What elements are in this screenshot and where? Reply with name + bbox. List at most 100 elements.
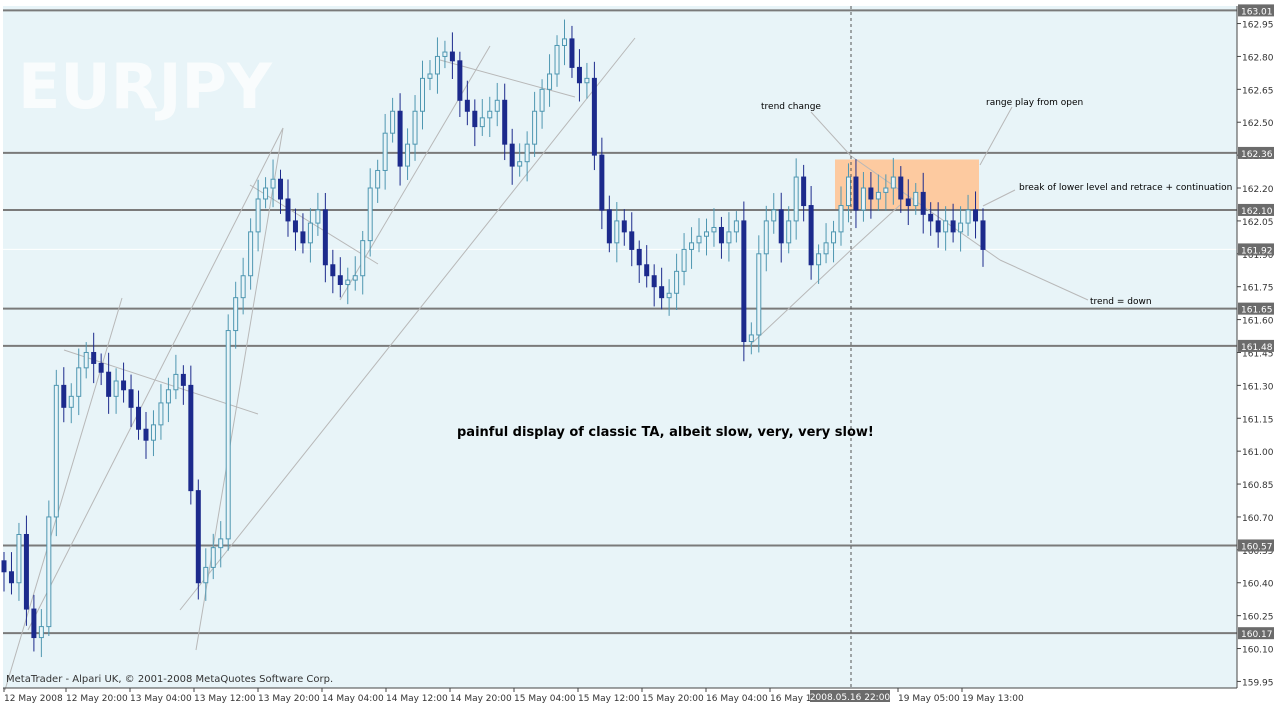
annotation-trend-down: trend = down <box>1090 297 1152 307</box>
candle-body-76 <box>569 38 575 68</box>
candle-body-72 <box>539 88 545 112</box>
candle-body-53 <box>397 110 403 167</box>
y-tick-label-3: 162.50 <box>1242 119 1274 129</box>
candle-body-124 <box>928 213 934 222</box>
trend-line-5 <box>63 349 259 415</box>
candle-body-37 <box>278 178 284 200</box>
level-label-box-1 <box>1238 146 1274 159</box>
candle-body-59 <box>442 51 448 57</box>
candle-body-129 <box>965 209 971 224</box>
y-tick-label-7: 161.90 <box>1242 251 1274 261</box>
candle-body-13 <box>98 362 104 373</box>
y-tick-label-10: 161.45 <box>1242 349 1274 359</box>
y-tick-label-5: 162.20 <box>1242 185 1274 195</box>
candle-body-25 <box>188 384 194 492</box>
candle-body-113 <box>845 176 851 207</box>
candle-body-51 <box>382 132 388 171</box>
candle-body-65 <box>487 110 493 119</box>
candle-body-28 <box>210 547 216 568</box>
candle-body-114 <box>853 176 859 211</box>
x-tick-label-0: 12 May 2008 <box>4 694 63 704</box>
trend-line-8 <box>810 111 852 157</box>
candle-body-75 <box>561 38 567 46</box>
candle-body-3 <box>23 533 29 610</box>
candle-body-110 <box>823 242 829 255</box>
candle-body-50 <box>375 169 381 189</box>
x-tick-label-7: 14 May 20:00 <box>450 694 512 704</box>
candle-body-8 <box>61 384 67 408</box>
candle-body-9 <box>68 395 74 408</box>
candle-body-98 <box>733 220 739 233</box>
annotation-break-lower-level: break of lower level and retrace + conti… <box>1019 183 1232 193</box>
y-tick-label-13: 161.00 <box>1242 448 1274 458</box>
trend-lines <box>4 37 1089 691</box>
level-label-box-6 <box>1238 539 1274 552</box>
candle-body-64 <box>479 117 485 128</box>
candle-body-107 <box>801 176 807 207</box>
candle-body-91 <box>681 248 687 272</box>
candle-body-5 <box>38 626 44 639</box>
candle-body-108 <box>808 205 814 266</box>
candle-body-61 <box>457 60 463 101</box>
candles <box>1 19 986 658</box>
candle-body-99 <box>741 220 747 343</box>
candle-body-84 <box>629 231 635 250</box>
candle-body-32 <box>240 275 246 299</box>
y-tick-label-19: 160.10 <box>1242 646 1274 656</box>
candle-body-2 <box>16 533 22 584</box>
level-label-1: 162.36 <box>1241 150 1273 160</box>
candle-body-44 <box>330 264 336 277</box>
y-tick-label-16: 160.55 <box>1242 547 1274 557</box>
symbol-watermark: EURJPY <box>18 50 273 123</box>
time-axis: 12 May 2008 12 May 20:00 13 May 04:00 13 Ma… <box>3 688 1024 704</box>
copyright-text: MetaTrader - Alpari UK, © 2001-2008 Meta… <box>6 674 333 685</box>
x-tick-label-4: 13 May 20:00 <box>258 694 320 704</box>
candle-body-17 <box>128 389 134 408</box>
candle-body-30 <box>225 330 231 540</box>
candle-body-6 <box>46 516 52 628</box>
candle-body-71 <box>532 110 538 145</box>
candle-body-69 <box>517 161 523 167</box>
candle-body-95 <box>711 226 717 233</box>
candle-body-14 <box>106 371 112 397</box>
trend-line-14 <box>850 204 901 251</box>
candle-body-27 <box>203 566 209 584</box>
candle-body-1 <box>8 571 14 584</box>
candle-body-87 <box>651 275 657 288</box>
trend-line-13 <box>749 249 852 346</box>
candle-body-115 <box>860 187 866 211</box>
level-label-5: 161.48 <box>1241 343 1273 353</box>
candle-body-127 <box>950 220 956 233</box>
candle-body-42 <box>315 209 321 224</box>
candle-body-94 <box>703 231 709 237</box>
candle-body-56 <box>420 77 426 112</box>
level-label-2: 162.10 <box>1241 207 1273 217</box>
trend-line-2 <box>195 127 284 651</box>
annotation-trend-change: trend change <box>761 102 821 112</box>
candle-body-120 <box>898 176 904 200</box>
candle-body-58 <box>434 55 440 75</box>
candle-body-122 <box>913 191 919 207</box>
x-tick-label-8: 15 May 04:00 <box>514 694 576 704</box>
candle-body-40 <box>300 231 306 244</box>
x-tick-label-2: 13 May 04:00 <box>130 694 192 704</box>
level-label-box-2 <box>1238 203 1274 216</box>
candle-body-111 <box>831 231 837 244</box>
candle-body-19 <box>143 428 149 441</box>
level-label-3: 161.92 <box>1241 246 1273 256</box>
crosshair-time-box <box>810 690 890 702</box>
level-label-box-3 <box>1238 243 1274 256</box>
trend-line-3 <box>179 37 636 611</box>
candle-body-66 <box>494 99 500 112</box>
trend-line-6 <box>249 184 379 265</box>
candle-body-29 <box>218 538 224 549</box>
candle-body-31 <box>233 297 239 332</box>
candle-body-33 <box>248 231 254 277</box>
candle-body-74 <box>554 44 560 75</box>
y-tick-label-6: 162.05 <box>1242 218 1274 228</box>
candle-body-97 <box>726 231 732 244</box>
level-label-box-0 <box>1238 4 1274 17</box>
candle-body-109 <box>816 253 822 266</box>
candle-body-121 <box>905 198 911 207</box>
